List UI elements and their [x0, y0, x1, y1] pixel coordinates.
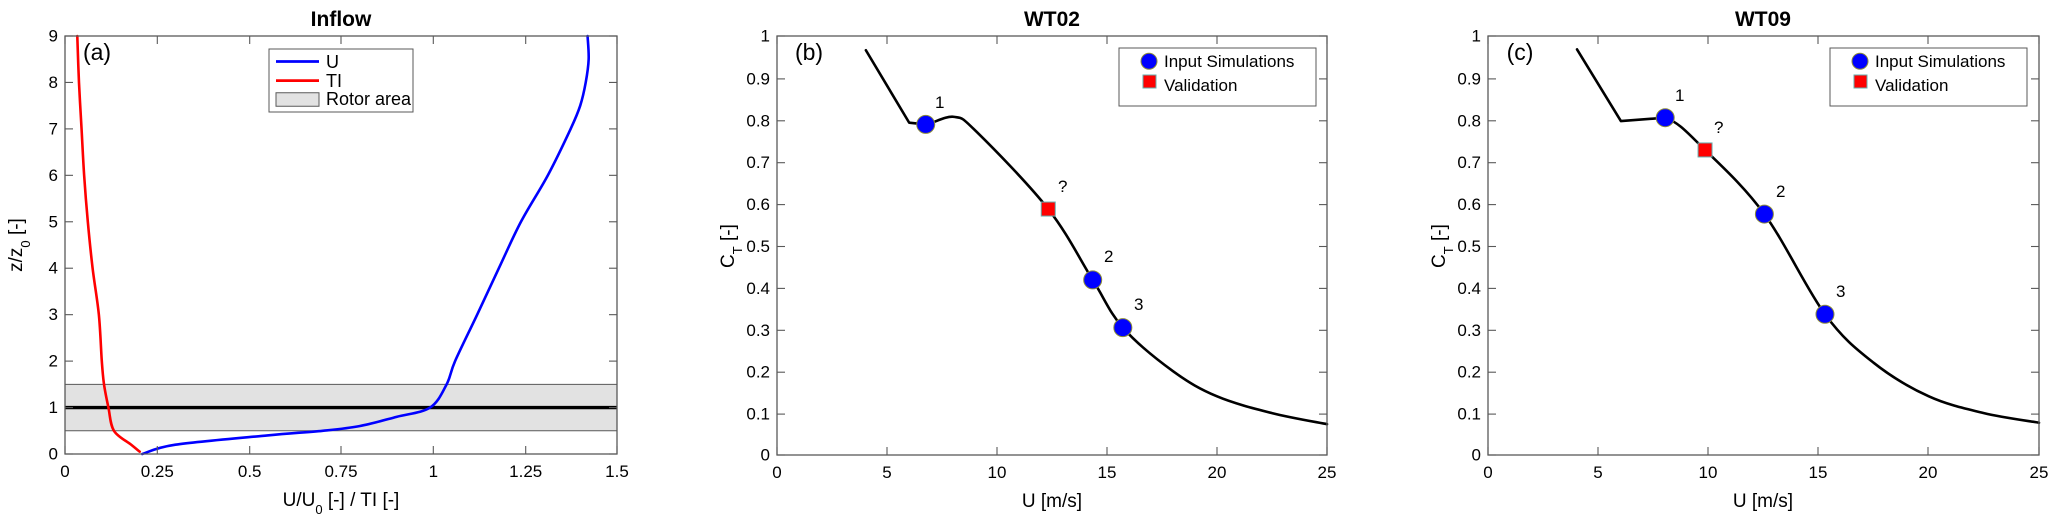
svg-text:25: 25	[2030, 463, 2049, 482]
svg-text:U [m/s]: U [m/s]	[1733, 491, 1793, 512]
svg-text:10: 10	[988, 463, 1007, 482]
svg-text:4: 4	[49, 259, 58, 278]
svg-text:0.3: 0.3	[746, 321, 770, 340]
svg-text:1: 1	[935, 93, 944, 112]
svg-text:1.5: 1.5	[605, 462, 629, 481]
svg-text:0.75: 0.75	[324, 462, 357, 481]
svg-text:0.1: 0.1	[1457, 405, 1481, 424]
svg-text:5: 5	[49, 212, 58, 231]
svg-text:3: 3	[49, 305, 58, 324]
svg-text:2: 2	[1776, 182, 1785, 201]
svg-text:2: 2	[49, 352, 58, 371]
svg-text:?: ?	[1714, 118, 1723, 137]
svg-text:0.9: 0.9	[746, 69, 770, 88]
svg-text:Rotor area: Rotor area	[326, 89, 412, 109]
svg-text:0.5: 0.5	[746, 237, 770, 256]
svg-text:0.7: 0.7	[746, 153, 770, 172]
svg-text:(a): (a)	[83, 39, 111, 65]
svg-text:?: ?	[1058, 177, 1067, 196]
svg-text:0.25: 0.25	[141, 462, 174, 481]
svg-text:0.2: 0.2	[746, 363, 770, 382]
svg-text:0.6: 0.6	[1457, 195, 1481, 214]
svg-text:WT02: WT02	[1024, 8, 1080, 31]
svg-text:3: 3	[1134, 295, 1143, 314]
svg-text:(b): (b)	[795, 39, 823, 65]
svg-text:U: U	[326, 52, 339, 72]
svg-text:0.1: 0.1	[746, 405, 770, 424]
svg-text:8: 8	[49, 73, 58, 92]
svg-text:0: 0	[49, 445, 58, 464]
svg-text:0: 0	[761, 446, 770, 465]
svg-text:3: 3	[1836, 282, 1845, 301]
svg-text:0.9: 0.9	[1457, 69, 1481, 88]
svg-text:0.4: 0.4	[746, 279, 770, 298]
svg-text:2: 2	[1104, 247, 1113, 266]
svg-text:Validation: Validation	[1875, 76, 1948, 95]
svg-text:5: 5	[882, 463, 891, 482]
svg-text:WT09: WT09	[1735, 8, 1791, 31]
svg-text:5: 5	[1593, 463, 1602, 482]
svg-text:0.4: 0.4	[1457, 279, 1481, 298]
svg-text:0.3: 0.3	[1457, 321, 1481, 340]
svg-text:Inflow: Inflow	[311, 8, 372, 31]
svg-text:U [m/s]: U [m/s]	[1022, 491, 1082, 512]
svg-text:20: 20	[1208, 463, 1227, 482]
svg-text:0.8: 0.8	[1457, 111, 1481, 130]
svg-text:0: 0	[1472, 446, 1481, 465]
svg-text:1: 1	[761, 27, 770, 46]
svg-text:Input Simulations: Input Simulations	[1875, 52, 2005, 71]
svg-text:(c): (c)	[1507, 39, 1534, 65]
svg-text:25: 25	[1318, 463, 1337, 482]
svg-text:7: 7	[49, 119, 58, 138]
svg-text:TI: TI	[326, 71, 342, 91]
svg-text:Input Simulations: Input Simulations	[1164, 52, 1294, 71]
svg-text:0.7: 0.7	[1457, 153, 1481, 172]
svg-text:1: 1	[1675, 86, 1684, 105]
svg-text:0: 0	[60, 462, 69, 481]
svg-text:15: 15	[1098, 463, 1117, 482]
svg-text:0.8: 0.8	[746, 111, 770, 130]
svg-text:6: 6	[49, 166, 58, 185]
svg-text:20: 20	[1919, 463, 1938, 482]
svg-text:10: 10	[1699, 463, 1718, 482]
svg-text:1.25: 1.25	[509, 462, 542, 481]
svg-text:0: 0	[772, 463, 781, 482]
svg-text:9: 9	[49, 27, 58, 46]
svg-text:1: 1	[429, 462, 438, 481]
svg-text:0.5: 0.5	[1457, 237, 1481, 256]
svg-text:0.5: 0.5	[238, 462, 262, 481]
svg-text:Validation: Validation	[1164, 76, 1237, 95]
svg-text:0.6: 0.6	[746, 195, 770, 214]
svg-text:15: 15	[1809, 463, 1828, 482]
svg-text:1: 1	[49, 398, 58, 417]
svg-text:0: 0	[1483, 463, 1492, 482]
svg-text:1: 1	[1472, 27, 1481, 46]
svg-text:0.2: 0.2	[1457, 363, 1481, 382]
